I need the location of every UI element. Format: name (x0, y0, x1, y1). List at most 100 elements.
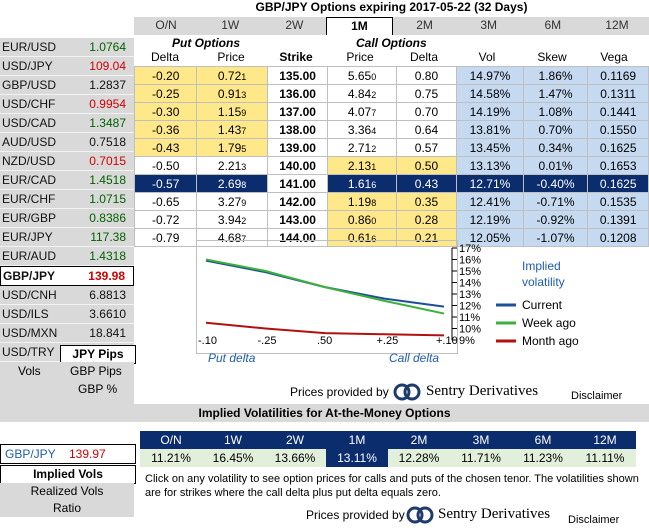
atm-vol-12m[interactable]: 11.11% (574, 449, 636, 467)
price-subpip: 5 (241, 143, 247, 154)
realized-vols-button[interactable]: Realized Vols (0, 483, 134, 500)
pair-row[interactable]: GBP/USD 1.2837 (0, 76, 134, 95)
skew-value: 0.34% (538, 140, 573, 155)
provider-name-2[interactable]: Sentry Derivatives (438, 506, 551, 522)
skew-value: 0.70% (538, 122, 573, 137)
atm-pair-box[interactable]: GBP/JPY 139.97 (0, 444, 136, 464)
gbp-percent-option[interactable]: GBP % (78, 382, 118, 396)
call-price-cell[interactable]: 0.860 (327, 210, 397, 229)
pair-row[interactable]: EUR/CAD 1.4518 (0, 171, 134, 190)
pair-price: 18.841 (89, 326, 126, 340)
put-price-cell[interactable]: 2.213 (196, 156, 268, 175)
call-price-value: 5.65 (347, 68, 372, 83)
tab-1w[interactable]: 1W (221, 18, 240, 32)
put-price-cell[interactable]: 2.698 (196, 174, 268, 193)
skew-value: -0.92% (536, 212, 575, 227)
call-price-cell[interactable]: 5.650 (327, 66, 397, 85)
provider-text: Prices provided by (290, 385, 389, 399)
put-price-cell[interactable]: 0.721 (196, 66, 268, 85)
skew-cell: -1.07% (522, 228, 589, 247)
atm-vol-1w[interactable]: 16.45% (202, 449, 264, 467)
pair-row[interactable]: USD/CHF 0.9954 (0, 95, 134, 114)
pair-row[interactable]: NZD/USD 0.7015 (0, 152, 134, 171)
call-price-value: 1.19 (347, 194, 372, 209)
put-price-cell[interactable]: 3.279 (196, 192, 268, 211)
atm-vol-6m[interactable]: 11.23% (512, 449, 574, 467)
tab-2m[interactable]: 2M (416, 18, 433, 32)
put-delta-cell: -0.36 (133, 120, 198, 139)
vega-cell: 0.1625 (587, 174, 649, 193)
tab-1m[interactable]: 1M (326, 17, 393, 35)
pair-row[interactable]: EUR/JPY 117.38 (0, 228, 134, 247)
vol-cell: 12.71% (456, 174, 524, 193)
call-price-cell[interactable]: 1.616 (327, 174, 397, 193)
pair-row[interactable]: USD/MXN 18.841 (0, 324, 134, 343)
y-tick-label: 9% (459, 335, 475, 347)
vol-chart-area (196, 240, 458, 354)
y-tick-label: 15% (459, 266, 481, 278)
atm-vol-3m[interactable]: 11.71% (450, 449, 512, 467)
y-tick-label: 11% (459, 312, 480, 324)
atm-tenor-on: O/N (160, 433, 182, 447)
call-price-cell[interactable]: 4.842 (327, 84, 397, 103)
gbp-pips-option[interactable]: GBP Pips (70, 364, 122, 378)
implied-vol-chart: 17%16%15%14%13%12%11%10%9% -.10 -.25 .50 +.2… (198, 243, 579, 365)
atm-note: Click on any volatility to see option pr… (145, 473, 639, 499)
price-subpip: 7 (371, 107, 377, 118)
tab-3m[interactable]: 3M (480, 18, 498, 32)
vol-cell: 14.58% (456, 84, 524, 103)
disclaimer-link[interactable]: Disclaimer (571, 390, 623, 402)
call-price-cell[interactable]: 0.616 (327, 228, 397, 247)
put-delta-value: -0.20 (152, 68, 180, 83)
put-price-value: 1.15 (217, 104, 242, 119)
option-row: -0.65 3.279 142.00 1.198 0.35 12.41% -0.71% 0.1… (133, 192, 649, 211)
put-price-cell[interactable]: 1.437 (196, 120, 268, 139)
pair-row[interactable]: USD/JPY 109.04 (0, 57, 134, 76)
call-price-cell[interactable]: 2.712 (327, 138, 397, 157)
pair-row[interactable]: EUR/GBP 0.8386 (0, 209, 134, 228)
pair-row[interactable]: USD/CAD 1.3487 (0, 114, 134, 133)
pair-row[interactable]: GBP/JPY 139.98 (0, 266, 134, 286)
strike-value: 144.00 (279, 230, 316, 245)
tab-on[interactable]: O/N (155, 18, 177, 32)
call-price-cell[interactable]: 2.131 (327, 156, 397, 175)
pair-price: 6.8813 (89, 288, 126, 302)
call-price-cell[interactable]: 1.198 (327, 192, 397, 211)
tab-12m[interactable]: 12M (605, 18, 629, 32)
price-subpip: 1 (371, 161, 377, 172)
put-price-cell[interactable]: 1.795 (196, 138, 268, 157)
vol-value: 12.41% (469, 194, 511, 209)
pair-row[interactable]: USD/CNH 6.8813 (0, 286, 134, 305)
call-price-cell[interactable]: 4.077 (327, 102, 397, 121)
jpy-pips-button[interactable]: JPY Pips (60, 345, 136, 364)
skew-cell: -0.71% (522, 192, 589, 211)
provider-name[interactable]: Sentry Derivatives (426, 383, 539, 399)
put-price-cell[interactable]: 3.942 (196, 210, 268, 229)
call-delta-cell: 0.57 (395, 138, 458, 157)
atm-vol-2w[interactable]: 13.66% (264, 449, 326, 467)
pair-row[interactable]: EUR/USD 1.0764 (0, 38, 134, 57)
vol-cell: 12.05% (456, 228, 524, 247)
pair-row[interactable]: AUD/USD 0.7518 (0, 133, 134, 152)
vega-value: 0.1625 (599, 140, 637, 155)
ratio-button[interactable]: Ratio (0, 500, 134, 517)
tab-2w[interactable]: 2W (285, 18, 304, 32)
atm-vol-on[interactable]: 11.21% (140, 449, 202, 467)
y-tick-label: 12% (459, 301, 481, 313)
implied-vols-button[interactable]: Implied Vols (0, 465, 136, 484)
disclaimer-link-2[interactable]: Disclaimer (568, 514, 620, 526)
put-price-cell[interactable]: 0.913 (196, 84, 268, 103)
pair-name: GBP/USD (2, 78, 57, 92)
pair-row[interactable]: EUR/AUD 1.4318 (0, 247, 134, 266)
pair-row[interactable]: EUR/CHF 1.0715 (0, 190, 134, 209)
atm-vol-1m[interactable]: 13.11% (326, 449, 388, 467)
atm-vol-2m[interactable]: 12.28% (388, 449, 450, 467)
pair-row[interactable]: USD/ILS 3.6610 (0, 305, 134, 324)
atm-vol-row: 11.21% 16.45% 13.66% 13.11% 12.28% 11.71% 11.2… (140, 449, 636, 467)
put-price-cell[interactable]: 4.687 (196, 228, 268, 247)
call-price-cell[interactable]: 3.364 (327, 120, 397, 139)
price-subpip: 2 (241, 215, 247, 226)
put-delta-cell: -0.20 (133, 66, 198, 85)
put-price-cell[interactable]: 1.159 (196, 102, 268, 121)
tab-6m[interactable]: 6M (544, 18, 562, 32)
